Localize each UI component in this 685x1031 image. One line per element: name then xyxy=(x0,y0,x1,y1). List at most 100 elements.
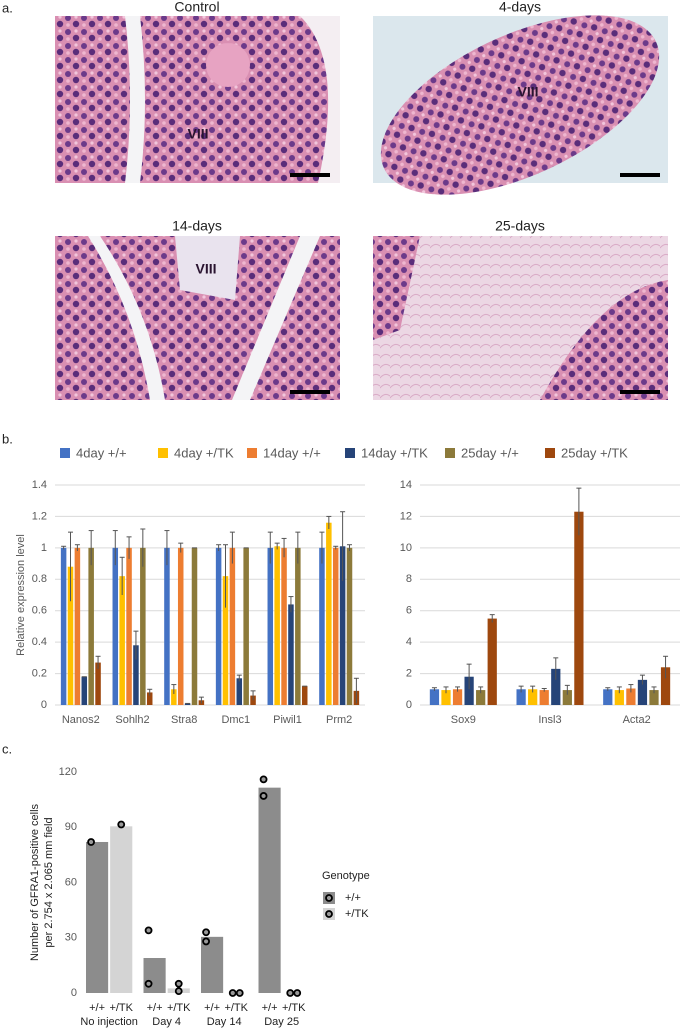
x-tick-label: Piwil1 xyxy=(273,714,302,726)
x-tick-label: +/TK xyxy=(109,1002,133,1014)
y-tick-label: 0 xyxy=(71,987,77,999)
y-tick-label: 30 xyxy=(65,932,77,944)
bar xyxy=(626,688,636,705)
error-bar xyxy=(628,684,634,693)
y-axis-label: Number of GFRA1-positive cells xyxy=(29,803,41,961)
bar xyxy=(346,547,353,705)
bar xyxy=(110,826,133,993)
y-tick-label: 1.2 xyxy=(32,510,47,522)
data-point xyxy=(228,989,237,997)
y-tick-label: 10 xyxy=(400,542,412,554)
bar xyxy=(267,547,274,705)
data-point xyxy=(202,928,210,937)
error-bar xyxy=(171,684,177,694)
y-tick-label: 0.8 xyxy=(32,573,47,585)
y-tick-label: 8 xyxy=(406,573,412,585)
bar xyxy=(243,547,249,705)
error-bar xyxy=(553,657,559,680)
y-tick-label: 0.4 xyxy=(32,636,47,648)
bar xyxy=(339,546,346,705)
x-tick-label: +/TK xyxy=(282,1002,306,1014)
panel-label: b. xyxy=(2,431,13,446)
y-tick-label: 1.4 xyxy=(32,479,47,491)
bar xyxy=(476,690,486,705)
bar xyxy=(332,547,339,705)
micrograph xyxy=(373,15,668,195)
error-bar xyxy=(119,556,125,595)
legend-label: 25day +/TK xyxy=(561,445,628,460)
micrograph xyxy=(55,236,340,400)
data-point xyxy=(286,989,295,997)
error-bar xyxy=(216,544,222,551)
error-bar xyxy=(250,690,256,701)
error-bar xyxy=(353,677,359,704)
bar xyxy=(258,787,281,993)
bar xyxy=(171,689,177,705)
data-point xyxy=(174,979,183,988)
x-group-label: Day 4 xyxy=(152,1016,181,1028)
bar xyxy=(229,547,236,705)
y-tick-label: 1 xyxy=(41,542,47,554)
legend-label: 25day +/+ xyxy=(461,445,519,460)
error-bar xyxy=(518,685,524,693)
stage-label: VIII xyxy=(187,126,208,142)
y-tick-label: 90 xyxy=(65,821,77,833)
error-bar xyxy=(74,544,80,551)
y-tick-label: 4 xyxy=(406,636,412,648)
legend-swatch xyxy=(247,448,257,458)
bar xyxy=(551,668,561,705)
error-bar xyxy=(455,686,461,692)
data-point xyxy=(174,987,183,996)
x-tick-label: +/+ xyxy=(147,1002,163,1014)
x-tick-label: Insl3 xyxy=(538,714,561,726)
micrograph xyxy=(373,236,668,400)
legend-swatch xyxy=(60,448,70,458)
bar xyxy=(140,547,146,705)
y-tick-label: 12 xyxy=(400,510,412,522)
bar xyxy=(464,676,474,705)
error-bar xyxy=(198,696,204,704)
error-bar xyxy=(489,614,495,623)
x-tick-label: +/+ xyxy=(204,1002,220,1014)
bar xyxy=(429,689,440,705)
bar xyxy=(288,604,294,705)
legend-swatch xyxy=(445,448,455,458)
error-bar xyxy=(651,686,657,694)
bar xyxy=(274,546,280,705)
x-tick-label: Sohlh2 xyxy=(115,714,149,726)
bar xyxy=(222,576,229,705)
bar xyxy=(660,667,671,705)
bar xyxy=(146,692,153,705)
error-bar xyxy=(564,684,570,695)
bar xyxy=(88,547,94,705)
x-tick-label: +/TK xyxy=(224,1002,248,1014)
error-bar xyxy=(530,685,536,693)
bar xyxy=(295,547,301,705)
error-bar xyxy=(663,655,669,679)
y-tick-label: 0.6 xyxy=(32,605,47,617)
legend-swatch xyxy=(345,448,355,458)
legend-label: 4day +/TK xyxy=(174,445,234,460)
bar xyxy=(614,690,624,705)
error-bar xyxy=(68,531,73,602)
error-bar xyxy=(639,674,645,685)
bar xyxy=(441,690,451,705)
bar xyxy=(86,841,109,993)
x-tick-label: Acta2 xyxy=(623,714,651,726)
error-bar xyxy=(267,531,273,564)
bar xyxy=(452,689,463,705)
error-bar xyxy=(281,537,287,558)
bar xyxy=(95,662,101,705)
panel-label: c. xyxy=(2,741,12,756)
legend-marker xyxy=(325,894,333,902)
stage-label: VIII xyxy=(195,261,216,277)
bar xyxy=(528,689,538,705)
bar xyxy=(236,678,243,705)
data-point xyxy=(235,989,244,997)
error-bar xyxy=(541,688,547,692)
error-bar xyxy=(61,545,67,550)
x-tick-label: Dmc1 xyxy=(221,714,250,726)
error-bar xyxy=(274,542,280,550)
x-tick-label: +/+ xyxy=(262,1002,278,1014)
